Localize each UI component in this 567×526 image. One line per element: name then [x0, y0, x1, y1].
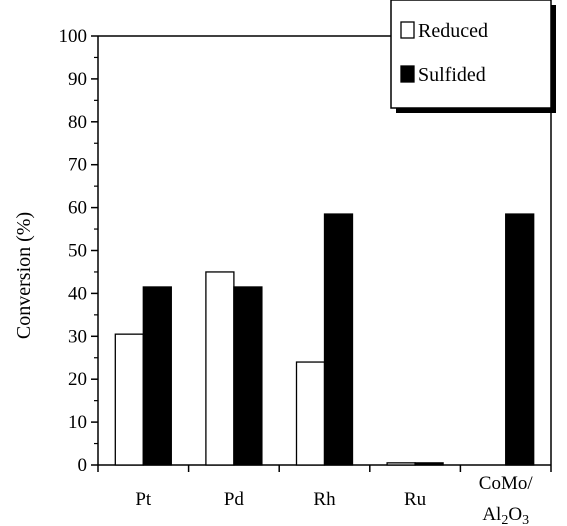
bar-reduced-ru: [386, 462, 416, 466]
y-tick-label: 0: [78, 455, 88, 476]
y-ticks: 0 10 20 30 40 50 60 70 80 90 100: [59, 26, 98, 476]
x-category-label: Pd: [224, 489, 245, 510]
x-ticks: [97, 465, 552, 472]
y-tick-label: 30: [68, 326, 87, 347]
y-tick-label: 50: [68, 241, 87, 262]
x-category-label: CoMo/: [479, 473, 534, 494]
y-tick-label: 10: [68, 412, 87, 433]
y-tick-label: 70: [68, 155, 87, 176]
legend-swatch-sulfided: [400, 65, 415, 83]
x-category-label-line2: Al2O3: [482, 504, 529, 526]
bar-sulfided-pd: [233, 286, 263, 466]
bar-reduced-pd: [205, 271, 235, 466]
y-axis-title: Conversion (%): [13, 212, 35, 339]
legend-label-reduced: Reduced: [418, 20, 488, 42]
bar-sulfided-pt: [142, 286, 172, 466]
x-axis: Pt Pd Rh Ru CoMo/Al2O3: [97, 464, 552, 526]
y-tick-label: 100: [59, 26, 88, 47]
bar-sulfided-como-al2o3: [505, 213, 535, 466]
bars: [114, 213, 535, 466]
bar-sulfided-ru: [414, 462, 444, 466]
y-tick-label: 20: [68, 369, 87, 390]
y-tick-label: 80: [68, 112, 87, 133]
bar-sulfided-rh: [323, 213, 354, 466]
legend-swatch-reduced: [400, 21, 415, 39]
y-tick-label: 60: [68, 198, 87, 219]
x-category-labels: Pt Pd Rh Ru CoMo/Al2O3: [135, 473, 533, 526]
legend-box: [390, 0, 552, 109]
y-tick-label: 40: [68, 283, 87, 304]
x-category-label: Pt: [135, 489, 152, 510]
x-category-label: Ru: [404, 489, 427, 510]
bar-reduced-rh: [295, 361, 326, 466]
bar-reduced-pt: [114, 333, 144, 466]
y-axis: 0 10 20 30 40 50 60 70 80 90 100 Conversion (%): [13, 26, 99, 476]
y-tick-label: 90: [68, 69, 87, 90]
legend-label-sulfided: Sulfided: [418, 64, 486, 86]
x-category-label: Rh: [313, 489, 336, 510]
legend: Reduced Sulfided: [390, 0, 556, 113]
